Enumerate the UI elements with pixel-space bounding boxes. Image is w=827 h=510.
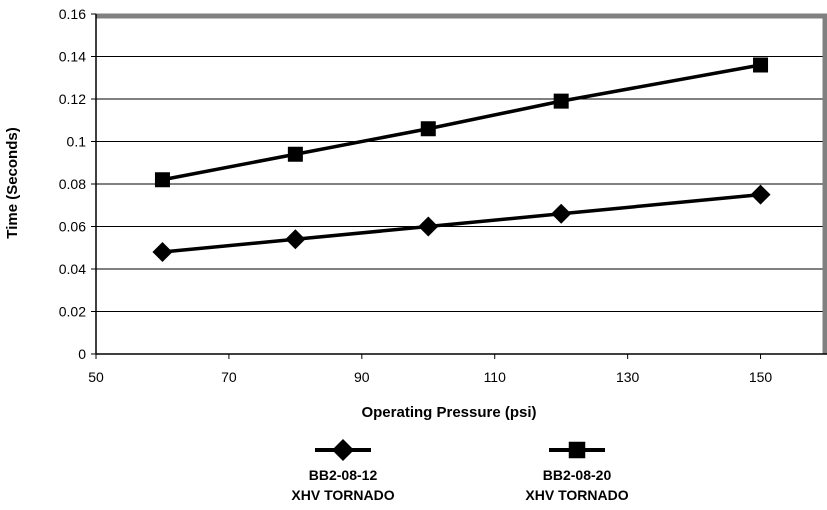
legend-diamond-icon — [315, 439, 371, 461]
series-2 — [154, 57, 769, 188]
x-tick-label: 90 — [354, 369, 370, 385]
gridlines — [96, 56, 827, 312]
x-axis-title: Operating Pressure (psi) — [361, 404, 536, 421]
series-1 — [152, 184, 771, 262]
legend: BB2-08-12 XHV TORNADO BB2-08-20 XHV TORN… — [291, 439, 629, 503]
series-2-point — [420, 121, 436, 137]
y-tick-label: 0.04 — [59, 261, 86, 277]
x-tick-label: 50 — [88, 369, 104, 385]
y-tick-label: 0.16 — [59, 6, 86, 22]
y-tick-label: 0.02 — [59, 304, 86, 320]
legend-marker — [332, 439, 354, 461]
x-tick-label: 150 — [749, 369, 773, 385]
legend-item-series-1: BB2-08-12 XHV TORNADO — [291, 439, 395, 503]
legend-label-series-2-line2: XHV TORNADO — [525, 487, 628, 503]
series-1-point — [750, 184, 771, 205]
series-2-point — [753, 57, 769, 73]
series-2-point — [154, 172, 170, 188]
x-axis-ticks: 50 70 90 110 130 150 — [88, 354, 772, 385]
legend-marker — [568, 441, 586, 459]
legend-label-series-1-line2: XHV TORNADO — [291, 487, 394, 503]
series-1-point — [418, 216, 439, 237]
x-tick-label: 130 — [616, 369, 640, 385]
series-2-point — [553, 93, 569, 109]
y-tick-label: 0.06 — [59, 219, 86, 235]
y-axis-ticks: 0 0.02 0.04 0.06 0.08 0.1 0.12 0.14 0.16 — [59, 6, 96, 362]
x-tick-label: 70 — [221, 369, 237, 385]
legend-item-series-2: BB2-08-20 XHV TORNADO — [525, 441, 629, 503]
x-tick-label: 110 — [484, 369, 507, 385]
y-tick-label: 0.12 — [59, 91, 86, 107]
y-tick-label: 0.1 — [67, 134, 87, 150]
y-tick-label: 0.08 — [59, 176, 86, 192]
legend-label-series-1-line1: BB2-08-12 — [309, 467, 378, 483]
series-layer — [152, 57, 771, 262]
series-1-point — [152, 242, 173, 262]
series-2-point — [287, 146, 303, 162]
y-tick-label: 0 — [78, 346, 86, 362]
legend-label-series-2-line1: BB2-08-20 — [543, 467, 612, 483]
y-axis-title: Time (Seconds) — [4, 127, 21, 238]
series-1-point — [285, 229, 306, 250]
series-1-point — [551, 203, 572, 224]
legend-square-icon — [549, 441, 605, 459]
y-tick-label: 0.14 — [59, 49, 86, 65]
